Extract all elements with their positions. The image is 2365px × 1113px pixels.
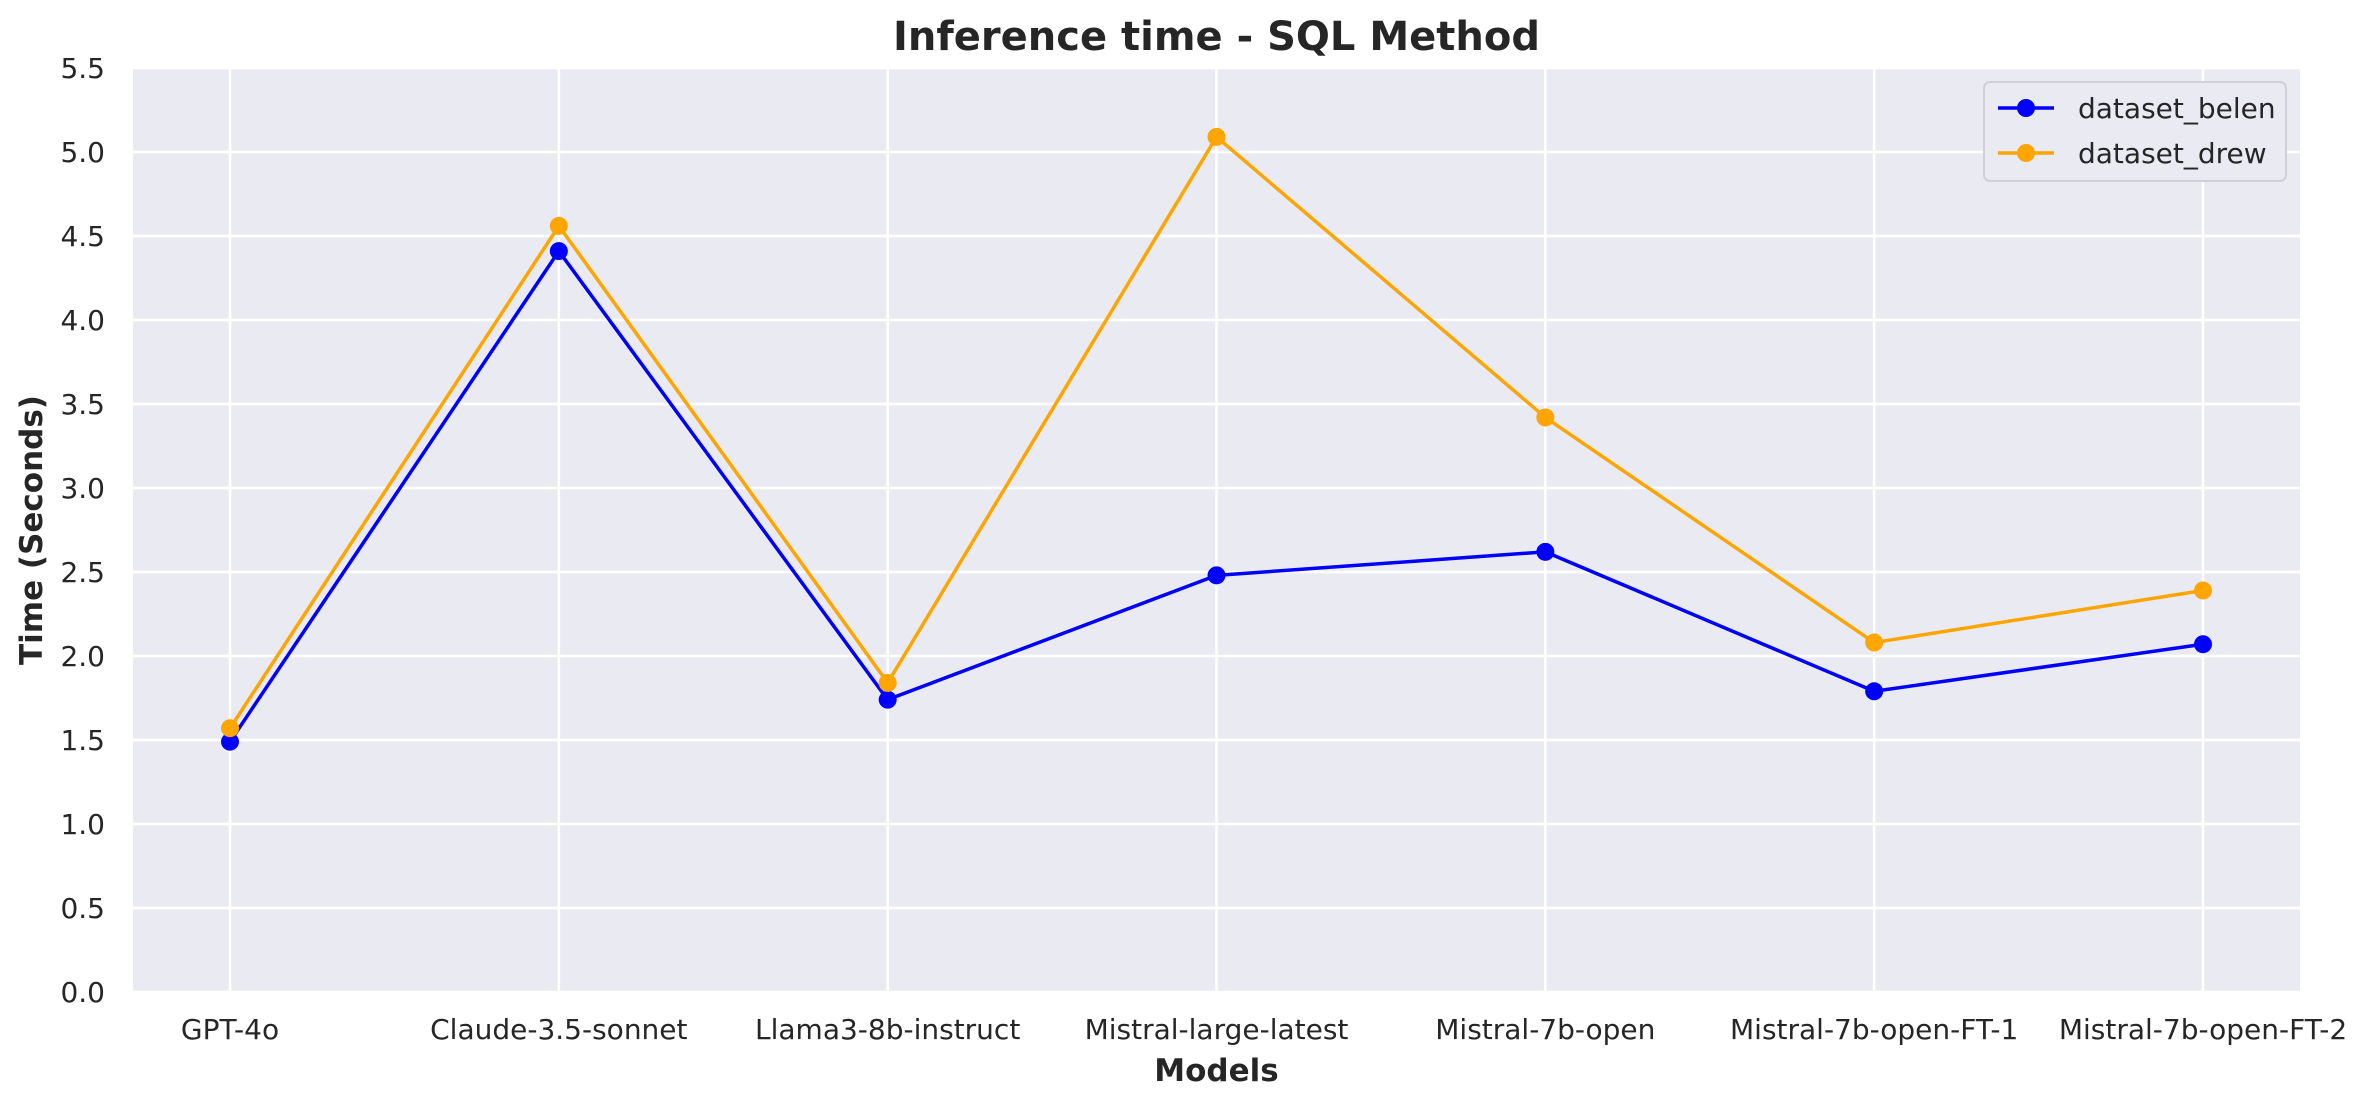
y-tick-label: 1.0 xyxy=(60,808,105,841)
legend: dataset_belen dataset_drew xyxy=(1983,81,2287,182)
x-tick-label: GPT-4o xyxy=(181,1013,279,1046)
y-tick-label: 0.0 xyxy=(60,976,105,1009)
data-point xyxy=(2194,635,2212,654)
data-point xyxy=(1207,566,1226,585)
chart-title: Inference time - SQL Method xyxy=(893,14,1540,60)
y-axis-label: Time (Seconds) xyxy=(14,395,50,665)
data-point xyxy=(221,719,239,738)
y-axis-ticks: 0.0 0.5 1.0 1.5 2.0 2.5 3.0 3.5 4.0 4.5 5.0 5.5 xyxy=(60,52,105,1009)
legend-box xyxy=(1983,81,2287,182)
x-axis-ticks: GPT-4o Claude-3.5-sonnet Llama3-8b-instruc… xyxy=(181,1013,2347,1046)
legend-label: dataset_drew xyxy=(2078,137,2267,170)
data-point xyxy=(221,732,239,751)
data-point xyxy=(1207,127,1226,146)
x-tick-label: Mistral-7b-open xyxy=(1435,1013,1655,1046)
data-point xyxy=(1536,542,1555,561)
series-dataset_belen xyxy=(221,242,2212,751)
grid-lines xyxy=(133,66,2300,994)
y-tick-label: 1.5 xyxy=(60,724,105,757)
x-tick-label: Mistral-7b-open-FT-1 xyxy=(1730,1013,2018,1046)
y-tick-label: 2.5 xyxy=(60,556,105,589)
y-tick-label: 2.0 xyxy=(60,640,105,673)
y-tick-label: 5.0 xyxy=(60,136,105,169)
x-tick-label: Mistral-7b-open-FT-2 xyxy=(2059,1013,2347,1046)
x-tick-label: Claude-3.5-sonnet xyxy=(430,1013,687,1046)
data-point xyxy=(2194,581,2212,600)
data-point xyxy=(1865,633,1884,652)
series-dataset_drew xyxy=(221,127,2212,738)
y-tick-label: 3.0 xyxy=(60,472,105,505)
x-axis-label: Models xyxy=(1154,1053,1278,1089)
legend-item: dataset_belen xyxy=(1998,92,2276,125)
y-tick-label: 4.5 xyxy=(60,220,105,253)
series-layer xyxy=(221,127,2212,751)
y-tick-label: 0.5 xyxy=(60,892,105,925)
data-point xyxy=(549,242,568,261)
data-point xyxy=(878,673,897,692)
x-tick-label: Llama3-8b-instruct xyxy=(755,1013,1020,1046)
y-tick-label: 5.5 xyxy=(60,52,105,85)
y-tick-label: 4.0 xyxy=(60,304,105,337)
legend-item: dataset_drew xyxy=(1998,137,2267,170)
data-point xyxy=(1536,408,1555,427)
y-tick-label: 3.5 xyxy=(60,388,105,421)
data-point xyxy=(549,216,568,235)
x-tick-label: Mistral-large-latest xyxy=(1085,1013,1349,1046)
legend-label: dataset_belen xyxy=(2078,92,2276,125)
legend-swatch-marker xyxy=(2017,99,2035,117)
data-point xyxy=(1865,682,1884,701)
legend-swatch-marker xyxy=(2017,144,2035,162)
data-point xyxy=(878,690,897,709)
